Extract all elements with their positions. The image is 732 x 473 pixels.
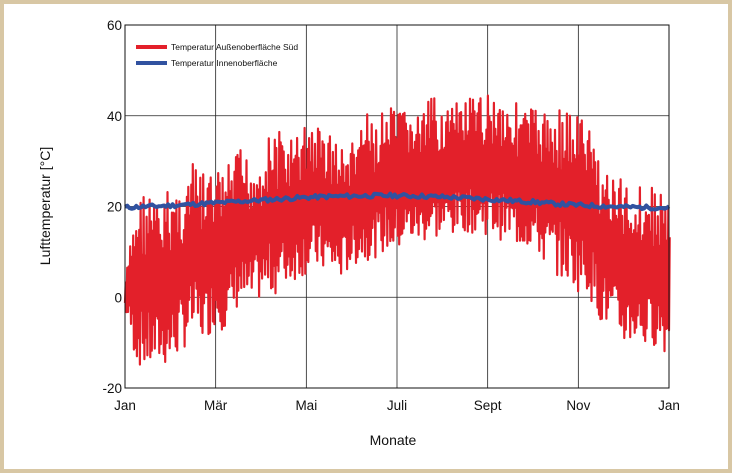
y-tick-label: 20 bbox=[107, 200, 122, 215]
y-tick-label: 60 bbox=[107, 18, 122, 33]
x-tick-label: Nov bbox=[566, 398, 590, 413]
legend-label-indoor: Temperatur Innenoberfläche bbox=[171, 58, 278, 68]
y-tick-label: 40 bbox=[107, 109, 122, 124]
temperature-chart: -20 0 20 40 60 Jan Mär Mai Juli Sept Nov Jan Monat… bbox=[37, 18, 680, 448]
series-line-indoor bbox=[124, 191, 671, 212]
chart-frame: -20 0 20 40 60 Jan Mär Mai Juli Sept Nov Jan Monat… bbox=[4, 4, 728, 469]
x-tick-label: Juli bbox=[387, 398, 407, 413]
x-tick-label: Mär bbox=[204, 398, 228, 413]
x-tick-label: Mai bbox=[295, 398, 317, 413]
series-line-outdoor bbox=[123, 94, 671, 366]
series-layer bbox=[123, 94, 671, 366]
x-axis-title: Monate bbox=[370, 432, 417, 448]
y-tick-label: 0 bbox=[114, 290, 122, 305]
y-axis-title: Lufttemperatur [°C] bbox=[37, 147, 53, 265]
x-tick-label: Jan bbox=[658, 398, 680, 413]
y-tick-label: -20 bbox=[102, 381, 122, 396]
legend: Temperatur Außenoberfläche Süd Temperatu… bbox=[136, 42, 298, 68]
legend-label-outdoor: Temperatur Außenoberfläche Süd bbox=[171, 42, 298, 52]
y-tick-labels: -20 0 20 40 60 bbox=[102, 18, 122, 396]
plot-border bbox=[124, 24, 670, 389]
x-tick-labels: Jan Mär Mai Juli Sept Nov Jan bbox=[114, 398, 680, 413]
x-tick-label: Jan bbox=[114, 398, 136, 413]
x-tick-label: Sept bbox=[474, 398, 502, 413]
